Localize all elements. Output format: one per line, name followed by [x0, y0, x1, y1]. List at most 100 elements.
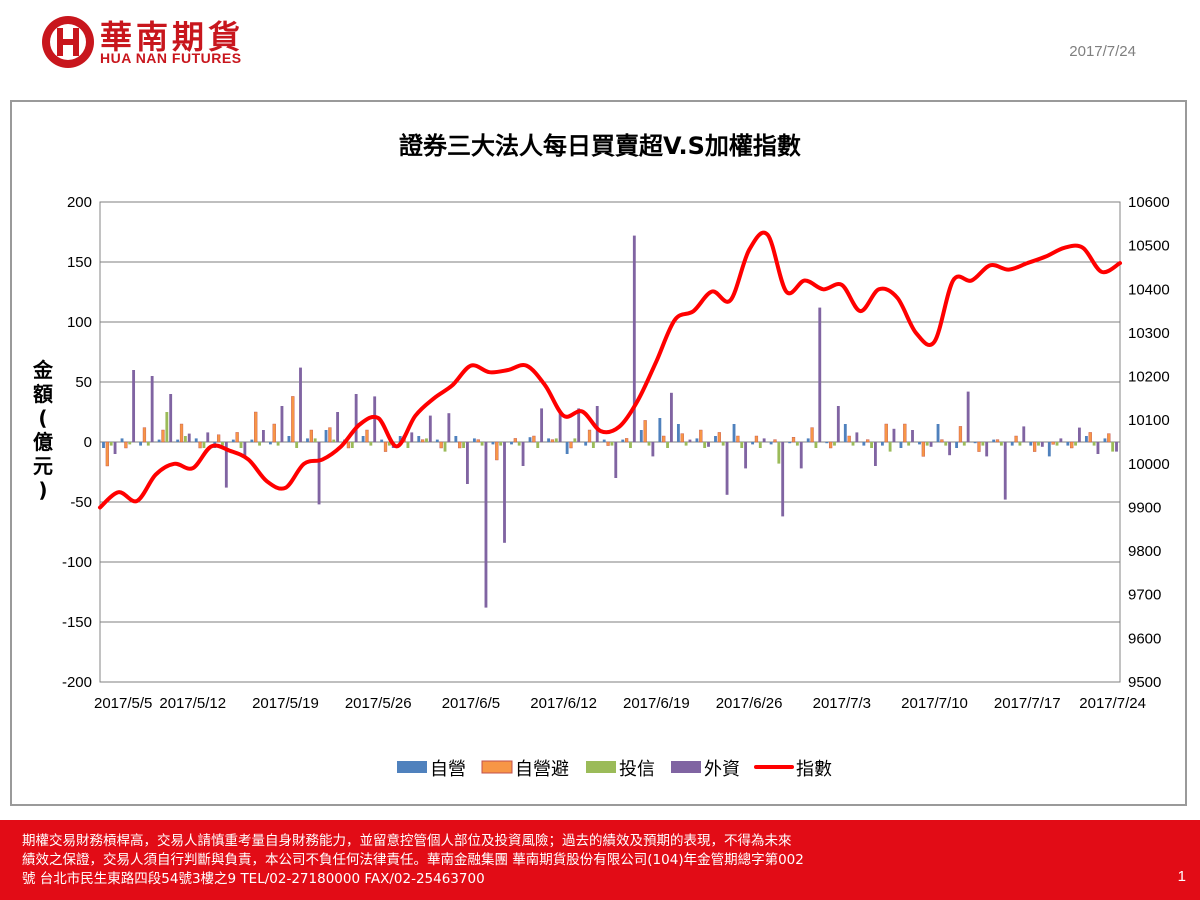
- bar-投信: [888, 442, 892, 452]
- bar-投信: [499, 442, 503, 446]
- x-tick-label: 2017/6/5: [442, 695, 500, 712]
- x-tick-label: 2017/7/17: [994, 695, 1061, 712]
- bar-自營: [547, 438, 551, 442]
- y-tick-label: -150: [62, 614, 92, 631]
- bar-外資: [1115, 442, 1118, 452]
- bar-自營避: [1051, 441, 1055, 445]
- bar-自營避: [476, 439, 480, 443]
- axis-layer: 200 150 100 50 0 -50 -100 -150 -200 10600 10500 104…: [62, 194, 1170, 712]
- bar-外資: [873, 442, 877, 466]
- y2-tick-label: 9700: [1128, 587, 1161, 604]
- bar-自營避: [624, 438, 629, 443]
- bar-自營避: [105, 441, 109, 467]
- bar-自營: [880, 442, 884, 446]
- bar-投信: [907, 442, 911, 446]
- bar-外資: [558, 412, 562, 442]
- bar-自營: [194, 438, 198, 442]
- x-tick-label: 2017/6/12: [530, 695, 597, 712]
- bar-自營: [139, 442, 143, 446]
- bar-投信: [925, 442, 929, 446]
- bar-投信: [183, 436, 187, 442]
- bar-投信: [573, 438, 577, 442]
- bar-投信: [295, 442, 299, 448]
- bar-自營避: [606, 441, 610, 446]
- bar-自營: [1047, 442, 1051, 457]
- bar-自營: [102, 442, 105, 448]
- bar-自營: [1029, 442, 1033, 446]
- bar-自營避: [884, 423, 888, 443]
- bar-投信: [1092, 442, 1096, 446]
- bar-外資: [1077, 427, 1081, 442]
- bar-投信: [777, 442, 781, 464]
- legend-label: 投信: [619, 759, 655, 780]
- bar-外資: [1040, 442, 1044, 447]
- bar-外資: [577, 408, 581, 442]
- y2-tick-label: 10000: [1128, 456, 1170, 473]
- bar-自營: [287, 436, 291, 442]
- bar-自營避: [420, 439, 425, 443]
- bar-自營: [732, 424, 736, 442]
- bar-外資: [669, 392, 673, 442]
- bar-自營避: [142, 427, 147, 443]
- bar-自營避: [903, 423, 907, 443]
- bar-外資: [725, 442, 729, 495]
- bar-投信: [202, 442, 206, 448]
- bar-投信: [443, 442, 447, 452]
- disclaimer-line-2: 績效之保證，交易人須自行判斷與負責，本公司不負任何法律責任。華南金融集團 華南期…: [22, 852, 804, 868]
- bar-自營: [1066, 442, 1070, 446]
- y-tick-label: 0: [84, 434, 92, 451]
- bar-自營避: [569, 441, 573, 449]
- bar-自營避: [587, 429, 592, 443]
- x-tick-label: 2017/7/3: [813, 695, 871, 712]
- page-number: 1: [1177, 868, 1186, 885]
- bar-自營: [639, 430, 643, 442]
- y2-tick-label: 9900: [1128, 499, 1161, 516]
- bar-自營避: [958, 426, 963, 443]
- chart-svg: 證券三大法人每日買賣超V.S加權指數 200 150 100 50 0 -50 -100 -1…: [32, 132, 1170, 780]
- bar-自營: [992, 439, 996, 442]
- bar-自營避: [550, 439, 555, 443]
- bar-外資: [855, 432, 859, 442]
- bar-自營: [621, 439, 625, 442]
- bar-自營: [751, 442, 755, 445]
- bar-自營避: [458, 441, 462, 449]
- bar-外資: [224, 442, 228, 488]
- bar-自營避: [254, 411, 258, 443]
- bar-自營: [472, 438, 476, 442]
- bar-外資: [799, 442, 803, 469]
- bar-自營: [676, 424, 680, 442]
- bar-自營: [176, 439, 180, 442]
- bar-外資: [280, 406, 284, 442]
- bar-自營避: [940, 439, 944, 443]
- bar-自營: [510, 442, 513, 445]
- y-axis-label-char: 金: [32, 358, 54, 382]
- bar-自營避: [1107, 433, 1111, 443]
- bar-自營: [714, 436, 717, 442]
- bar-自營: [528, 437, 532, 442]
- y-tick-label: 200: [67, 194, 92, 211]
- y2-tick-label: 10500: [1128, 238, 1170, 255]
- bar-自營避: [1014, 435, 1018, 443]
- bar-外資: [1059, 438, 1063, 442]
- legend-swatch: [671, 761, 701, 773]
- bar-自營避: [828, 441, 833, 449]
- disclaimer-line-1: 期權交易財務槓桿高，交易人請慎重考量自身財務能力，並留意控管個人部位及投資風險；…: [22, 833, 792, 849]
- bar-自營: [231, 439, 235, 442]
- bar-外資: [373, 396, 377, 442]
- bar-外資: [707, 442, 710, 447]
- bar-自營避: [272, 423, 276, 443]
- bar-自營避: [866, 439, 870, 443]
- bar-投信: [1018, 442, 1022, 446]
- bar-自營避: [717, 432, 721, 443]
- bar-自營避: [198, 441, 202, 449]
- bar-自營避: [124, 441, 128, 449]
- bar-外資: [410, 432, 414, 442]
- bar-自營避: [346, 441, 351, 449]
- bar-外資: [1022, 426, 1026, 442]
- report-date: 2017/7/24: [1069, 43, 1136, 60]
- y-axis-label-char: 額: [32, 382, 53, 406]
- y-tick-label: -200: [62, 674, 92, 691]
- bar-投信: [146, 442, 150, 446]
- bar-投信: [647, 442, 651, 446]
- bar-自營: [120, 438, 124, 442]
